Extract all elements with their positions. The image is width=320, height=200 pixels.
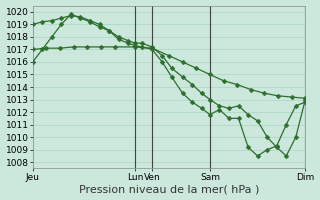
X-axis label: Pression niveau de la mer( hPa ): Pression niveau de la mer( hPa ) xyxy=(79,184,259,194)
